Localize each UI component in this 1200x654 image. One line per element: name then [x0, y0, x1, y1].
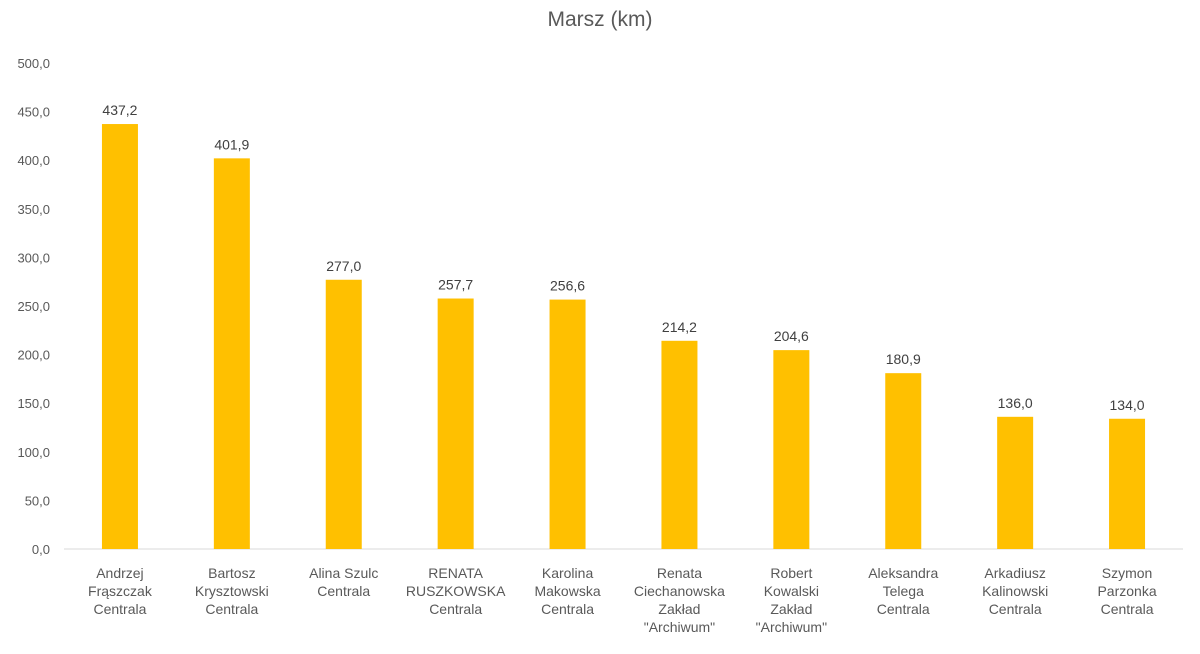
y-tick-label: 100,0: [17, 445, 50, 460]
category-label-line: Zakład: [770, 601, 812, 617]
category-label-line: Centrala: [989, 601, 1042, 617]
category-label-line: Centrala: [541, 601, 594, 617]
category-label-line: Karolina: [542, 565, 594, 581]
bar: [101, 124, 138, 550]
category-label-line: Centrala: [429, 601, 482, 617]
bar: [661, 340, 698, 549]
category-label-line: Centrala: [205, 601, 258, 617]
category-label-line: Parzonka: [1097, 583, 1156, 599]
category-label-line: Renata: [657, 565, 702, 581]
category-label-line: Robert: [770, 565, 812, 581]
y-tick-label: 450,0: [17, 105, 50, 120]
y-tick-label: 500,0: [17, 56, 50, 71]
bar: [997, 416, 1034, 549]
y-tick-label: 200,0: [17, 348, 50, 363]
category-label-line: Zakład: [658, 601, 700, 617]
data-label: 257,7: [438, 277, 473, 293]
category-label-line: Krysztowski: [195, 583, 269, 599]
category-label: Karolina Makowska Centrala: [534, 565, 600, 617]
category-label-line: Kalinowski: [982, 583, 1048, 599]
data-label: 214,2: [662, 319, 697, 335]
y-tick-label: 150,0: [17, 396, 50, 411]
y-tick-label: 250,0: [17, 299, 50, 314]
category-label-line: Arkadiusz: [984, 565, 1045, 581]
category-label-line: Centrala: [1101, 601, 1154, 617]
y-tick-label: 350,0: [17, 202, 50, 217]
category-label-line: "Archiwum": [644, 619, 715, 635]
category-label: Aleksandra Telega Centrala: [868, 565, 938, 617]
data-label: 256,6: [550, 278, 585, 294]
bar: [213, 158, 250, 549]
category-label: Alina Szulc Centrala: [309, 565, 378, 599]
chart-title: Marsz (km): [547, 8, 653, 31]
category-label-line: Frąszczak: [88, 583, 153, 599]
category-label: Andrzej Frąszczak Centrala: [88, 565, 153, 617]
data-label: 437,2: [102, 102, 137, 118]
category-label: RENATA RUSZKOWSKA Centrala: [406, 565, 506, 617]
category-label-line: Alina Szulc: [309, 565, 378, 581]
y-tick-label: 400,0: [17, 153, 50, 168]
category-label-line: Ciechanowska: [634, 583, 725, 599]
y-tick-label: 0,0: [32, 542, 50, 557]
category-label-line: RUSZKOWSKA: [406, 583, 506, 599]
y-tick-label: 50,0: [25, 493, 50, 508]
category-label-line: "Archiwum": [756, 619, 827, 635]
category-label: Robert Kowalski Zakład "Archiwum": [756, 565, 827, 635]
bar: [773, 350, 810, 549]
category-label-line: Telega: [883, 583, 924, 599]
category-label: Bartosz Krysztowski Centrala: [195, 565, 269, 617]
category-label-line: RENATA: [428, 565, 483, 581]
bar: [549, 299, 586, 549]
data-label: 204,6: [774, 328, 809, 344]
data-label: 136,0: [998, 395, 1033, 411]
category-label-line: Bartosz: [208, 565, 255, 581]
bar: [885, 373, 922, 549]
category-label: Szymon Parzonka Centrala: [1097, 565, 1156, 617]
data-label: 134,0: [1110, 397, 1145, 413]
category-label-line: Andrzej: [96, 565, 143, 581]
bar: [437, 298, 474, 549]
category-label-line: Centrala: [93, 601, 146, 617]
category-label: Arkadiusz Kalinowski Centrala: [982, 565, 1048, 617]
data-label: 277,0: [326, 258, 361, 274]
y-tick-label: 300,0: [17, 250, 50, 265]
category-label-line: Kowalski: [764, 583, 819, 599]
category-label-line: Makowska: [534, 583, 600, 599]
category-label-line: Szymon: [1102, 565, 1153, 581]
bar: [325, 279, 362, 549]
data-label: 401,9: [214, 136, 249, 152]
category-label-line: Centrala: [317, 583, 370, 599]
data-label: 180,9: [886, 351, 921, 367]
category-label: Renata Ciechanowska Zakład "Archiwum": [634, 565, 725, 635]
category-label-line: Centrala: [877, 601, 930, 617]
bar: [1109, 418, 1146, 549]
category-label-line: Aleksandra: [868, 565, 938, 581]
